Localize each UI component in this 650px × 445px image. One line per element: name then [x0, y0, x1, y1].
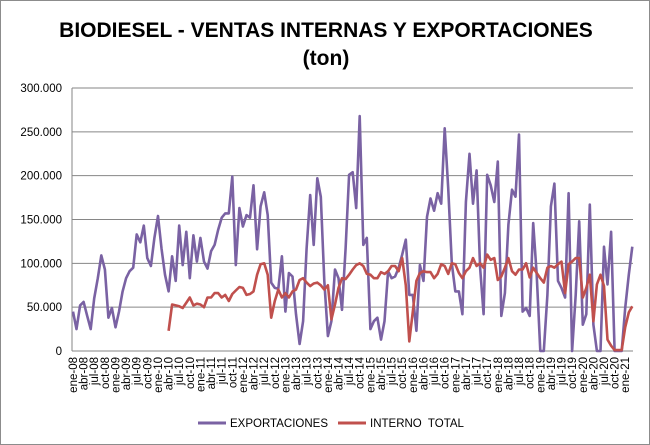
x-tick-label: ene-15	[365, 357, 377, 393]
legend: EXPORTACIONES INTERNO TOTAL	[198, 418, 465, 430]
x-tick-label: ene-21	[620, 357, 632, 393]
x-tick-label: abr-20	[588, 357, 600, 390]
x-tick-label: jul-14	[344, 356, 356, 386]
y-tick-label: 0	[56, 346, 62, 358]
x-tick-label: ene-08	[68, 357, 80, 393]
x-tick-label: jul-08	[89, 357, 101, 386]
y-tick-label: 250.000	[20, 127, 62, 139]
x-tick-label: ene-18	[493, 357, 505, 393]
x-tick-label: jul-17	[472, 357, 484, 386]
series-line-exportaciones	[71, 114, 634, 353]
x-tick-label: abr-11	[206, 357, 218, 389]
x-tick-label: abr-16	[418, 357, 430, 390]
x-tick-label: ene-13	[280, 357, 292, 393]
x-tick-label: ene-16	[408, 357, 420, 393]
x-tick-label: oct-10	[185, 357, 197, 389]
x-tick-label: jul-18	[514, 357, 526, 386]
x-tick-label: ene-11	[195, 357, 207, 392]
x-tick-label: oct-17	[482, 357, 494, 389]
x-tick-label: abr-17	[461, 357, 473, 390]
x-tick-label: jul-11	[217, 357, 229, 385]
y-tick-label: 150.000	[20, 215, 62, 227]
x-tick-label: abr-13	[291, 357, 303, 390]
x-tick-label: abr-12	[249, 357, 261, 390]
x-tick-label: ene-12	[238, 357, 250, 393]
y-axis-ticks: 0 50.000 100.000 150.000 200.000 250.000 300.0…	[20, 83, 62, 358]
x-tick-label: abr-18	[503, 357, 515, 390]
x-tick-label: oct-18	[525, 357, 537, 389]
x-tick-label: ene-10	[153, 357, 165, 393]
x-tick-label: jul-13	[302, 357, 314, 386]
x-tick-label: abr-14	[334, 356, 346, 390]
series-line-interno-total	[167, 253, 634, 352]
chart-title: BIODIESEL - VENTAS INTERNAS Y EXPORTACIO…	[59, 19, 593, 42]
x-tick-label: oct-20	[610, 357, 622, 389]
x-tick-label: ene-09	[110, 357, 122, 393]
x-tick-label: oct-16	[440, 357, 452, 389]
x-tick-label: abr-10	[164, 357, 176, 390]
x-tick-label: ene-19	[535, 357, 547, 393]
x-tick-label: jul-09	[132, 357, 144, 386]
y-tick-label: 300.000	[20, 83, 62, 95]
x-tick-label: ene-17	[450, 357, 462, 393]
x-tick-label: abr-19	[546, 357, 558, 390]
y-tick-label: 200.000	[20, 171, 62, 183]
x-tick-label: oct-15	[397, 357, 409, 389]
x-tick-label: jul-12	[259, 357, 271, 386]
x-tick-label: jul-16	[429, 357, 441, 386]
x-tick-label: abr-15	[376, 357, 388, 390]
x-tick-label: ene-20	[578, 357, 590, 393]
x-tick-label: oct-08	[100, 357, 112, 389]
x-tick-label: jul-10	[174, 357, 186, 386]
x-tick-label: jul-20	[599, 357, 611, 386]
x-tick-label: oct-19	[567, 357, 579, 389]
x-tick-label: oct-12	[270, 357, 282, 389]
x-tick-label: jul-19	[557, 357, 569, 386]
x-tick-label: oct-13	[312, 357, 324, 389]
x-tick-label: oct-14	[355, 356, 367, 389]
legend-label-exportaciones: EXPORTACIONES	[230, 418, 328, 430]
x-tick-label: jul-15	[387, 357, 399, 386]
series-lines	[71, 114, 634, 353]
legend-label-interno-total: INTERNO TOTAL	[370, 418, 465, 430]
x-tick-label: abr-09	[121, 357, 133, 390]
y-tick-label: 100.000	[20, 258, 62, 270]
y-tick-label: 50.000	[27, 302, 62, 314]
x-tick-label: ene-14	[323, 356, 335, 392]
x-tick-label: oct-11	[227, 357, 239, 388]
chart-subtitle: (ton)	[303, 47, 350, 70]
x-tick-label: abr-08	[79, 357, 91, 390]
x-tick-label: oct-09	[142, 357, 154, 389]
x-axis-ticks: ene-08abr-08jul-08oct-08ene-09abr-09jul-…	[68, 356, 632, 392]
